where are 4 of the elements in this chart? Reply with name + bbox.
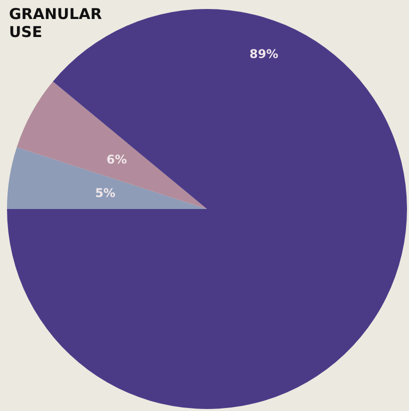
data-label: 5% [95, 186, 116, 200]
data-label: 6% [106, 152, 127, 166]
data-label: 89% [250, 46, 278, 61]
chart-title: GRANULAR USE [9, 5, 108, 41]
